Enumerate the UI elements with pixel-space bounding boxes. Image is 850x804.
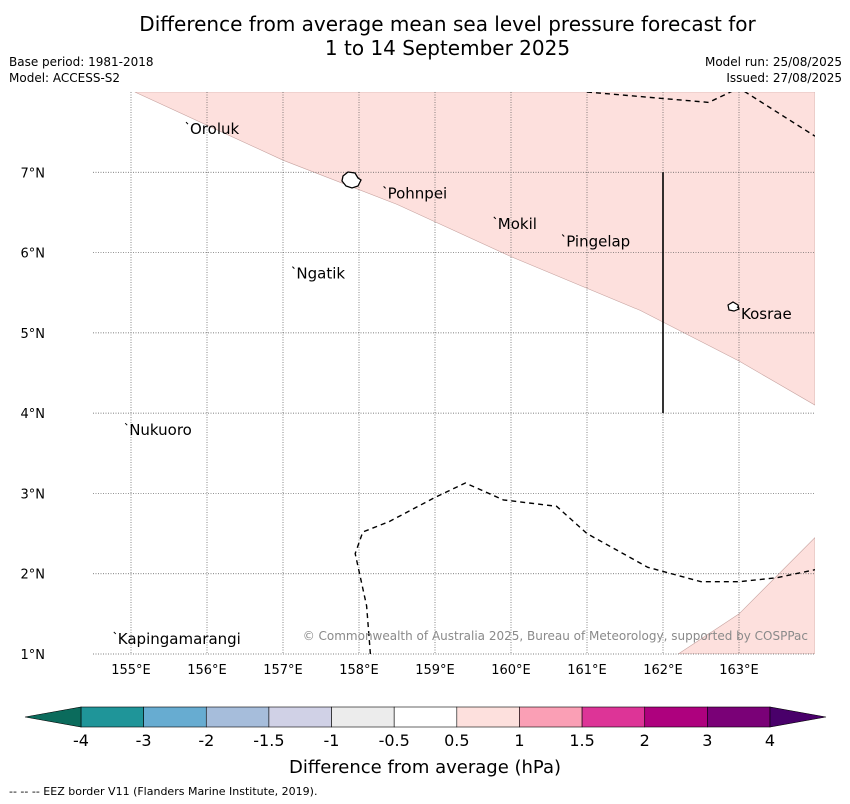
lat-tick-label: 3°N [21,487,46,502]
lat-tick-label: 4°N [21,407,46,422]
place-labels: Oroluk Pohnpei Mokil Pingelap Ngatik Kosrae Nu… [113,120,792,648]
colorbar-cell [393,706,458,728]
colorbar-tick-label: -3 [136,731,152,750]
lat-tick-label: 6°N [21,247,46,262]
model-run-date: Model run: 25/08/2025 [704,55,842,69]
lon-tick-label: 163°E [719,663,759,678]
place-marker-oroluk [185,121,189,125]
colorbar-tick-label: 4 [765,731,775,750]
place-marker-nukuoro [124,422,128,426]
eez-border-1 [354,482,815,654]
colorbar-cell [331,706,395,728]
issued-date: Issued: 27/08/2025 [726,71,842,85]
chart-title: Difference from average mean sea level p… [0,12,850,60]
place-label-nukuoro: Nukuoro [129,421,192,439]
map: Oroluk Pohnpei Mokil Pingelap Ngatik Kosrae Nu… [21,92,815,678]
colorbar-cells [24,706,827,728]
colorbar-cell [143,706,207,728]
colorbar-label: Difference from average (hPa) [289,757,561,778]
colorbar-tick-label: -4 [73,731,89,750]
colorbar-cell [581,706,646,728]
place-label-mokil: Mokil [498,215,537,233]
anomaly-region-1 [677,537,815,654]
colorbar-cell [456,706,520,728]
colorbar-cell [268,706,332,728]
pohnpei-island-outline [341,171,362,189]
eez-borders [354,92,815,654]
title-line-2: 1 to 14 September 2025 [324,36,571,60]
lon-tick-label: 155°E [111,663,151,678]
colorbar-tick-label: -1.5 [253,731,284,750]
meta-left: Base period: 1981-2018 Model: ACCESS-S2 [9,54,154,86]
colorbar-tick-label: -1 [324,731,340,750]
lon-tick-label: 157°E [263,663,303,678]
place-label-oroluk: Oroluk [190,120,239,138]
lon-tick-label: 156°E [187,663,227,678]
colorbar-cell [707,706,771,728]
lon-tick-label: 158°E [339,663,379,678]
island-outlines [341,171,740,312]
footnote: -- -- -- EEZ border V11 (Flanders Marine… [9,785,318,798]
colorbar-cell [644,706,708,728]
lat-tick-label: 5°N [21,327,46,342]
colorbar-tick-label: 1 [514,731,524,750]
lon-tick-label: 162°E [643,663,683,678]
colorbar-extend-min [24,706,82,728]
colorbar-extend-max [769,706,827,728]
graticule [93,92,815,655]
place-label-kosrae: Kosrae [741,305,792,323]
base-period: Base period: 1981-2018 [9,55,154,69]
lat-tick-label: 7°N [21,166,46,181]
lon-tick-label: 160°E [491,663,531,678]
colorbar-tick-label: -0.5 [379,731,410,750]
latitude-tick-labels: 1°N 2°N 3°N 4°N 5°N 6°N 7°N [21,166,46,663]
place-label-pohnpei: Pohnpei [388,184,448,202]
place-marker-ngatik [292,266,295,269]
place-label-ngatik: Ngatik [296,265,345,283]
colorbar-cell [519,706,583,728]
lat-tick-label: 2°N [21,568,46,583]
title-line-1: Difference from average mean sea level p… [139,12,756,36]
place-marker-pohnpei [383,185,386,189]
place-marker-mokil [493,216,497,220]
colorbar-tick-label: 3 [702,731,712,750]
colorbar-cell [80,706,144,728]
colorbar-tick-label: 0.5 [444,731,469,750]
copyright-text: © Commonwealth of Australia 2025, Bureau… [303,629,808,643]
place-marker-pingelap [561,234,565,237]
longitude-tick-labels: 155°E 156°E 157°E 158°E 159°E 160°E 161°E 162°E… [111,663,759,678]
place-label-pingelap: Pingelap [566,233,630,251]
model-name: Model: ACCESS-S2 [9,71,121,85]
place-marker-kosrae [736,306,740,310]
anomaly-shading [134,92,815,654]
meta-right: Model run: 25/08/2025 Issued: 27/08/2025 [705,54,842,86]
anomaly-region-0 [134,92,815,406]
lat-tick-label: 1°N [21,648,46,663]
place-marker-kapingamarangi [113,631,117,635]
colorbar-cell [205,706,270,728]
eez-border-0 [586,92,815,137]
kosrae-island-outline [727,301,740,312]
lon-tick-label: 159°E [415,663,455,678]
colorbar-tick-label: 2 [640,731,650,750]
colorbar-tick-label: -2 [198,731,214,750]
colorbar-tick-labels: -4 -3 -2 -1.5 -1 -0.5 0.5 1 1.5 2 3 4 [73,731,775,750]
place-label-kapingamarangi: Kapingamarangi [118,630,241,648]
lon-tick-label: 161°E [567,663,607,678]
colorbar-tick-label: 1.5 [569,731,594,750]
